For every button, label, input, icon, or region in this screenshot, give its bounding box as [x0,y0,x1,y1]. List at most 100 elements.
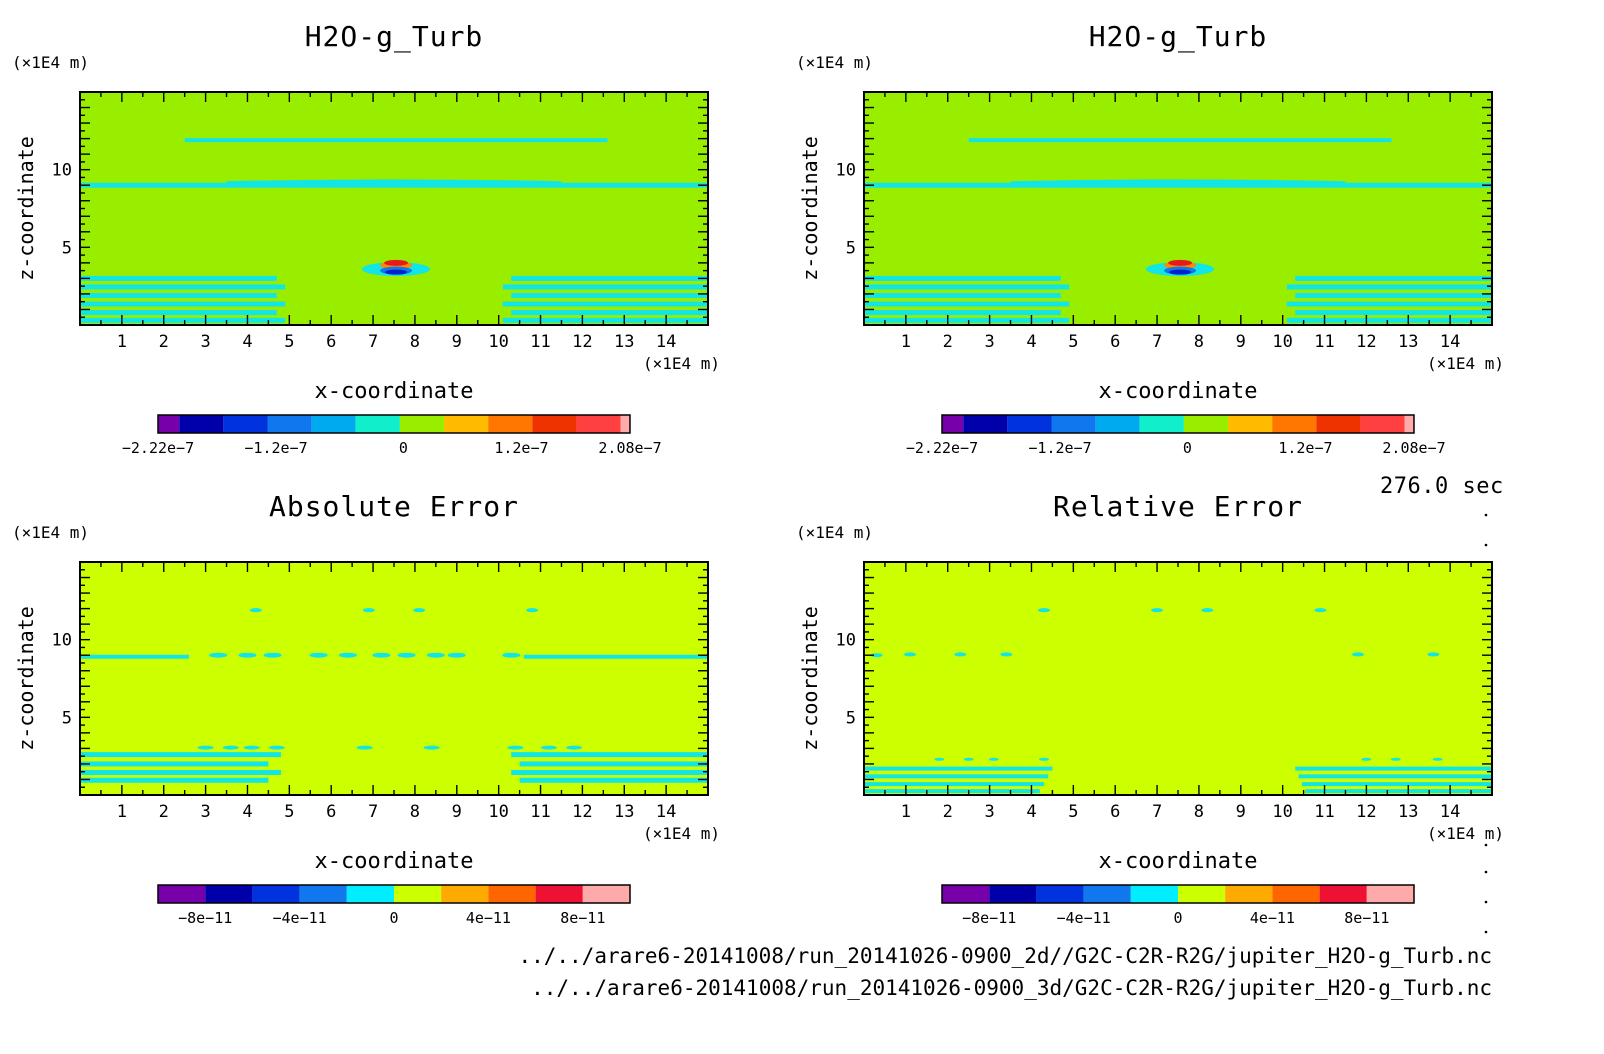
x-tick-label: 13 [1398,802,1418,822]
colorbar-tick-label: 1.2e−7 [1278,439,1332,457]
x-tick-label: 11 [1314,332,1334,352]
field-background [80,92,708,325]
x-tick-label: 8 [1194,802,1204,822]
contour-band-lower-right [1301,782,1492,787]
contour-band-lower-right [519,761,708,767]
colorbar-cell [223,415,268,433]
time-label: 276.0 sec [1380,474,1504,499]
x-tick-label: 10 [488,802,508,822]
colorbar-tick-label: 2.08e−7 [1382,439,1445,457]
contour-band-lower-left [80,275,277,281]
contour-speck-upper [249,608,262,613]
x-tick-label: 2 [159,332,169,352]
contour-band-middle [864,182,1492,188]
colorbar-cell [1130,885,1178,903]
colorbar-cell [488,885,536,903]
bump-negative-core [385,269,408,275]
contour-speck-upper [526,608,539,613]
y-tick-label: 5 [62,708,72,728]
x-tick-label: 14 [656,332,676,352]
contour-band-lower-right [511,292,708,298]
colorbar-cell [267,415,312,433]
colorbar-cell [1183,415,1229,433]
y-axis-label: z-coordinate [14,136,38,281]
colorbar-tick-label: 4e−11 [466,909,511,927]
colorbar-cell [179,415,224,433]
contour-band-lower-right [511,310,708,316]
x-tick-label: 1 [901,802,911,822]
x-tick-label: 7 [368,802,378,822]
contour-band-lower-left [864,292,1061,298]
x-unit-label: (×1E4 m) [1427,354,1504,373]
colorbar-cell [576,415,621,433]
colorbar-cell [1272,415,1317,433]
x-tick-label: 14 [1440,332,1460,352]
contour-band-lower-left [80,284,286,290]
contour-band-lower-left [864,284,1070,290]
x-axis-label: x-coordinate [1099,849,1258,874]
contour-speck-lower [356,745,373,750]
contour-band-middle [80,182,708,188]
x-tick-label: 14 [1440,802,1460,822]
colorbar-cell [989,885,1037,903]
contour-band-lower-right [1295,766,1492,771]
colorbar-cell [1272,885,1320,903]
bump-positive-core [384,259,409,266]
x-tick-label: 7 [1152,802,1162,822]
panel-1: H2O-g_Turb(×1E4 m)1 2 3 4 5 6 7 8 9 10 11 12 13 14510… [12,20,720,457]
colorbar-cell [299,885,347,903]
contour-band-upper [968,138,1392,143]
colorbar-cell [942,415,964,433]
x-unit-label: (×1E4 m) [643,824,720,843]
x-tick-label: 12 [1356,802,1376,822]
contour-speck-lower [963,757,974,761]
y-unit-label: (×1E4 m) [796,53,873,72]
x-tick-label: 7 [1152,332,1162,352]
colorbar-cell [205,885,253,903]
contour-band-lower-left [80,777,269,783]
colorbar-cell [1316,415,1361,433]
colorbar-frame [157,884,631,904]
colorbar-cell [1319,885,1367,903]
colorbar-cell [532,415,577,433]
colorbar-tick-label: −8e−11 [962,909,1016,927]
colorbar-frame [941,884,1415,904]
colorbar-cell [963,415,1008,433]
x-tick-label: 13 [614,802,634,822]
contour-speck-lower [1361,757,1372,761]
colorbar-cell [1083,885,1131,903]
x-unit-label: (×1E4 m) [643,354,720,373]
x-tick-label: 1 [901,332,911,352]
colorbar-frame [941,414,1415,434]
contour-speck-upper [1151,608,1164,613]
margin-dot [1484,900,1488,904]
contour-speck-lower [988,757,999,761]
colorbar-cell [158,415,180,433]
colorbar-cell [1228,415,1273,433]
colorbar-tick-label: 4e−11 [1250,909,1295,927]
margin-dot [1484,870,1488,874]
x-tick-label: 11 [530,332,550,352]
colorbar-cell [488,415,533,433]
contour-band-lower-right [1295,310,1492,316]
x-tick-label: 3 [200,332,210,352]
colorbar-cell [1051,415,1096,433]
contour-speck-middle [263,652,282,658]
x-tick-label: 11 [1314,802,1334,822]
contour-speck-middle [870,653,883,658]
contour-speck-middle [1427,652,1440,657]
colorbar-cell [1095,415,1140,433]
x-tick-label: 10 [488,332,508,352]
x-tick-label: 9 [452,802,462,822]
x-tick-label: 5 [1068,332,1078,352]
colorbar: −2.22e−7 −1.2e−7 0 1.2e−7 2.08e−7 [906,414,1446,457]
x-tick-label: 9 [452,332,462,352]
chart-title: Relative Error [1053,490,1303,523]
contour-speck-upper [413,608,426,613]
colorbar-tick-label: 2.08e−7 [598,439,661,457]
colorbar-cell [399,415,445,433]
x-tick-label: 12 [572,332,592,352]
chart-title: H2O-g_Turb [1089,20,1268,54]
y-tick-label: 10 [52,631,72,651]
contour-band-lower-left [80,310,277,316]
